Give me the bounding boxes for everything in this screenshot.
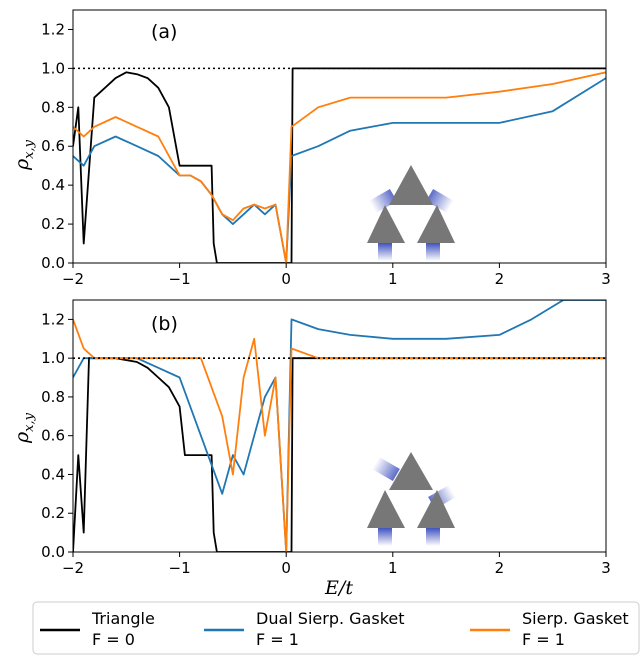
legend-sublabel: F = 0 [92,630,135,649]
y-tick-label: 1.2 [41,310,65,328]
series-line-triangle-f-0 [73,67,606,263]
legend-entry-triangle: Triangle F = 0 [40,609,155,649]
legend-entry-dual-sierp: Dual Sierp. Gasket F = 1 [204,609,405,649]
sierpinski-triangle-leads-icon [367,165,455,261]
dual-sierpinski-leads-icon [367,452,456,546]
y-tick-label: 0.4 [41,176,65,194]
x-tick-label: 3 [601,559,611,577]
series-layer-b [73,300,606,552]
x-axis-label: E/t [324,577,353,599]
y-axis-label-a: ρx,y [11,139,37,171]
y-tick-label: 1.2 [41,20,65,38]
series-line-sierp-gasket-f-1 [73,319,606,552]
legend-sublabel: F = 1 [522,630,565,649]
y-tick-label: 0.6 [41,427,65,445]
x-tick-label: −1 [169,559,191,577]
plot-frame-a [72,9,607,264]
x-tick-label: 1 [388,270,398,288]
y-tick-label: 0.6 [41,137,65,155]
legend-label: Triangle [91,609,155,628]
legend-frame [32,601,640,655]
panel-label-a: (a) [151,21,177,43]
series-layer-a [73,67,606,263]
y-tick-label: 0.4 [41,465,65,483]
x-tick-label: −1 [169,270,191,288]
y-axis-label-b: ρx,y [11,412,37,444]
panel-b: −2 −1 0 1 2 3 0.0 0.2 0.4 0.6 0.8 1.0 1.2 (b) ρx,y E… [11,299,611,599]
panel-label-b: (b) [151,313,178,335]
legend: Triangle F = 0 Dual Sierp. Gasket F = 1 … [32,601,640,655]
series-line-dual-sierp-gasket-f-1 [73,300,606,552]
x-tick-label: 3 [601,270,611,288]
y-tick-label: 0.8 [41,98,65,116]
y-tick-label: 1.0 [41,59,65,77]
x-tick-label: 2 [495,559,505,577]
legend-label: Sierp. Gasket [522,609,629,628]
y-tick-label: 0.2 [41,215,65,233]
series-line-dual-sierp-gasket-f-1 [73,77,606,263]
legend-sublabel: F = 1 [256,630,299,649]
ticks-b: −2 −1 0 1 2 3 0.0 0.2 0.4 0.6 0.8 1.0 1.2 [41,310,611,577]
plot-frame-b [72,299,607,553]
y-tick-label: 0.8 [41,388,65,406]
panel-a: −2 −1 0 1 2 3 0.0 0.2 0.4 0.6 0.8 1.0 1.2 (a) ρx,y [11,9,611,288]
x-tick-label: −2 [62,559,84,577]
x-tick-label: 2 [495,270,505,288]
y-tick-label: 0.0 [41,543,65,561]
series-line-triangle-f-0 [73,357,606,552]
legend-entry-sierp: Sierp. Gasket F = 1 [470,609,629,649]
y-tick-label: 0.2 [41,504,65,522]
series-line-sierp-gasket-f-1 [73,71,606,263]
legend-label: Dual Sierp. Gasket [256,609,405,628]
x-tick-label: 1 [388,559,398,577]
ticks-a: −2 −1 0 1 2 3 0.0 0.2 0.4 0.6 0.8 1.0 1.2 [41,20,611,288]
x-tick-label: 0 [281,270,291,288]
y-tick-label: 1.0 [41,349,65,367]
y-tick-label: 0.0 [41,254,65,272]
x-tick-label: −2 [62,270,84,288]
x-tick-label: 0 [281,559,291,577]
